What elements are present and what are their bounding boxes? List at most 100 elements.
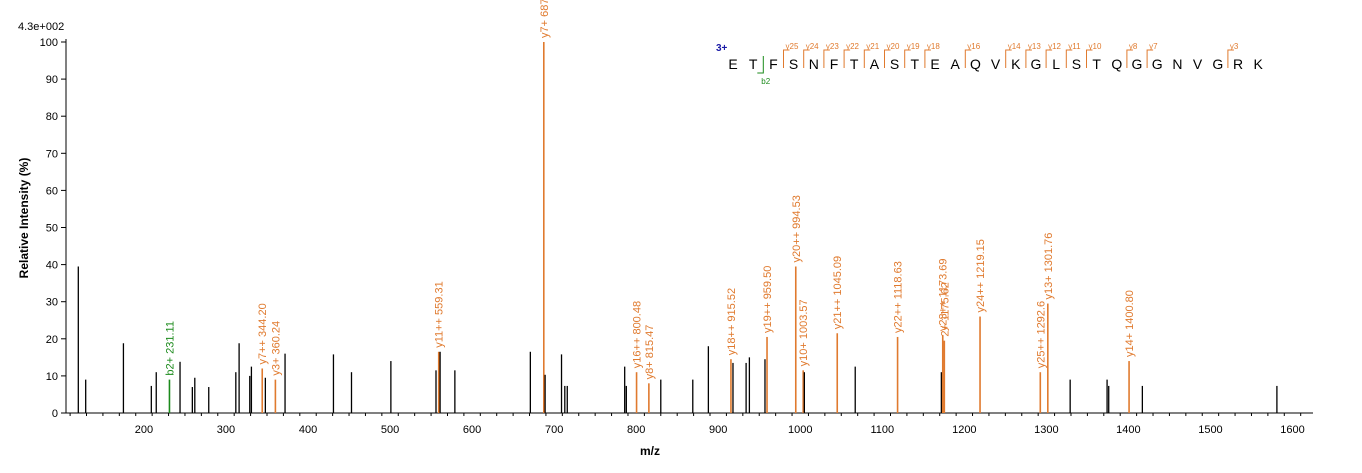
y-ion-label: y16 — [967, 42, 980, 51]
x-tick-label: 1400 — [1116, 424, 1140, 436]
sequence-residue: Q — [1111, 56, 1122, 72]
x-tick-label: 1000 — [788, 424, 812, 436]
sequence-residue: K — [1254, 56, 1264, 72]
x-tick-label: 1600 — [1280, 424, 1304, 436]
x-tick-label: 400 — [299, 424, 317, 436]
x-tick-label: 1300 — [1034, 424, 1058, 436]
sequence-residue: V — [991, 56, 1001, 72]
peak-label: y14+ 1400.80 — [1124, 290, 1136, 357]
peak-label: y21++ 1045.09 — [832, 256, 844, 329]
x-tick-label: 300 — [217, 424, 235, 436]
sequence-residue: E — [930, 56, 939, 72]
y-ion-label: y19 — [907, 42, 920, 51]
sequence-residue: Q — [970, 56, 981, 72]
x-tick-label: 800 — [627, 424, 645, 436]
charge-state-label: 3+ — [716, 43, 728, 54]
y-ion-bracket — [1126, 49, 1133, 68]
y-ion-label: y18 — [927, 42, 940, 51]
sequence-residue: L — [1052, 56, 1060, 72]
y-tick-label: 0 — [52, 408, 58, 420]
y-ion-label: y8 — [1129, 42, 1138, 51]
y-ion-bracket — [924, 49, 931, 68]
peak-label: y7++ 344.20 — [257, 303, 269, 364]
sequence-residue: R — [1233, 56, 1243, 72]
sequence-residue: G — [1132, 56, 1143, 72]
sequence-residue: N — [809, 56, 819, 72]
y-ion-bracket — [1045, 49, 1053, 68]
y-ion-bracket — [1227, 49, 1234, 68]
sequence-residue: T — [850, 56, 859, 72]
y-ion-bracket — [904, 49, 911, 68]
sequence-residue: G — [1031, 56, 1042, 72]
y-ion-bracket — [1146, 49, 1154, 68]
y-ion-label: y13 — [1028, 42, 1041, 51]
y-tick-label: 80 — [46, 111, 58, 123]
x-axis-title: m/z — [640, 444, 660, 458]
y-ion-bracket — [1005, 49, 1012, 68]
y-ion-label: y3 — [1230, 42, 1239, 51]
y-tick-label: 70 — [46, 148, 58, 160]
y-ion-bracket — [1065, 49, 1073, 68]
y-tick-label: 100 — [40, 37, 58, 49]
sequence-residue: N — [1172, 56, 1182, 72]
y-tick-label: 90 — [46, 74, 58, 86]
b-ion-label: b2 — [761, 77, 770, 86]
y-ion-label: y24 — [806, 42, 819, 51]
sequence-residue: F — [769, 56, 778, 72]
x-tick-label: 600 — [463, 424, 481, 436]
sequence-residue: G — [1212, 56, 1223, 72]
peak-label: y23++ 1173.69 — [938, 258, 950, 331]
peak-label: y19++ 959.50 — [762, 266, 774, 333]
y-ion-bracket — [884, 49, 891, 68]
y-ion-bracket — [1086, 49, 1093, 68]
y-ion-bracket — [803, 49, 810, 68]
y-ion-bracket — [964, 49, 972, 68]
x-tick-label: 200 — [135, 424, 153, 436]
x-tick-label: 1500 — [1198, 424, 1222, 436]
sequence-residue: S — [1072, 56, 1081, 72]
peak-label: y3+ 360.24 — [270, 321, 282, 376]
y-ion-label: y7 — [1149, 42, 1158, 51]
peak-label: 2+ 1175.62 — [939, 282, 951, 337]
x-tick-label: 1100 — [870, 424, 894, 436]
sequence-residue: E — [728, 56, 737, 72]
y-ion-label: y20 — [887, 42, 900, 51]
peak-label: y22++ 1118.63 — [893, 261, 905, 333]
y-tick-label: 10 — [46, 371, 58, 383]
x-tick-label: 700 — [545, 424, 563, 436]
sequence-residue: A — [870, 56, 880, 72]
y-ion-label: y14 — [1008, 42, 1021, 51]
peak-label: y11++ 559.31 — [434, 281, 446, 347]
y-ion-label: y22 — [846, 42, 859, 51]
peak-label: b2+ 231.11 — [164, 321, 176, 376]
y-tick-label: 40 — [46, 260, 58, 272]
sequence-residue: S — [789, 56, 798, 72]
sequence-residue: V — [1193, 56, 1203, 72]
sequence-residue: T — [749, 56, 758, 72]
peak-label: y13+ 1301.76 — [1043, 233, 1055, 300]
peak-label: y24++ 1219.15 — [975, 239, 987, 312]
peak-label: y7+ 687.4 — [539, 0, 551, 38]
x-tick-label: 500 — [381, 424, 399, 436]
y-ion-bracket — [1025, 49, 1032, 68]
y-tick-label: 30 — [46, 297, 58, 309]
y-ion-label: y23 — [826, 42, 839, 51]
y-tick-label: 50 — [46, 223, 58, 235]
y-ion-label: y12 — [1048, 42, 1061, 51]
sequence-residue: A — [951, 56, 961, 72]
y-axis-title: Relative Intensity (%) — [17, 158, 31, 279]
sequence-residue: T — [911, 56, 920, 72]
peak-label: y18++ 915.52 — [726, 288, 738, 355]
peak-label: y20++ 994.53 — [791, 195, 803, 262]
b-ion-bracket — [757, 56, 764, 74]
peak-label: y10+ 1003.57 — [798, 299, 810, 366]
y-ion-label: y10 — [1089, 42, 1102, 51]
sequence-residue: F — [830, 56, 839, 72]
y-tick-label: 60 — [46, 185, 58, 197]
y-ion-bracket — [823, 49, 830, 68]
sequence-residue: T — [1092, 56, 1101, 72]
y-ion-label: y21 — [866, 42, 879, 51]
